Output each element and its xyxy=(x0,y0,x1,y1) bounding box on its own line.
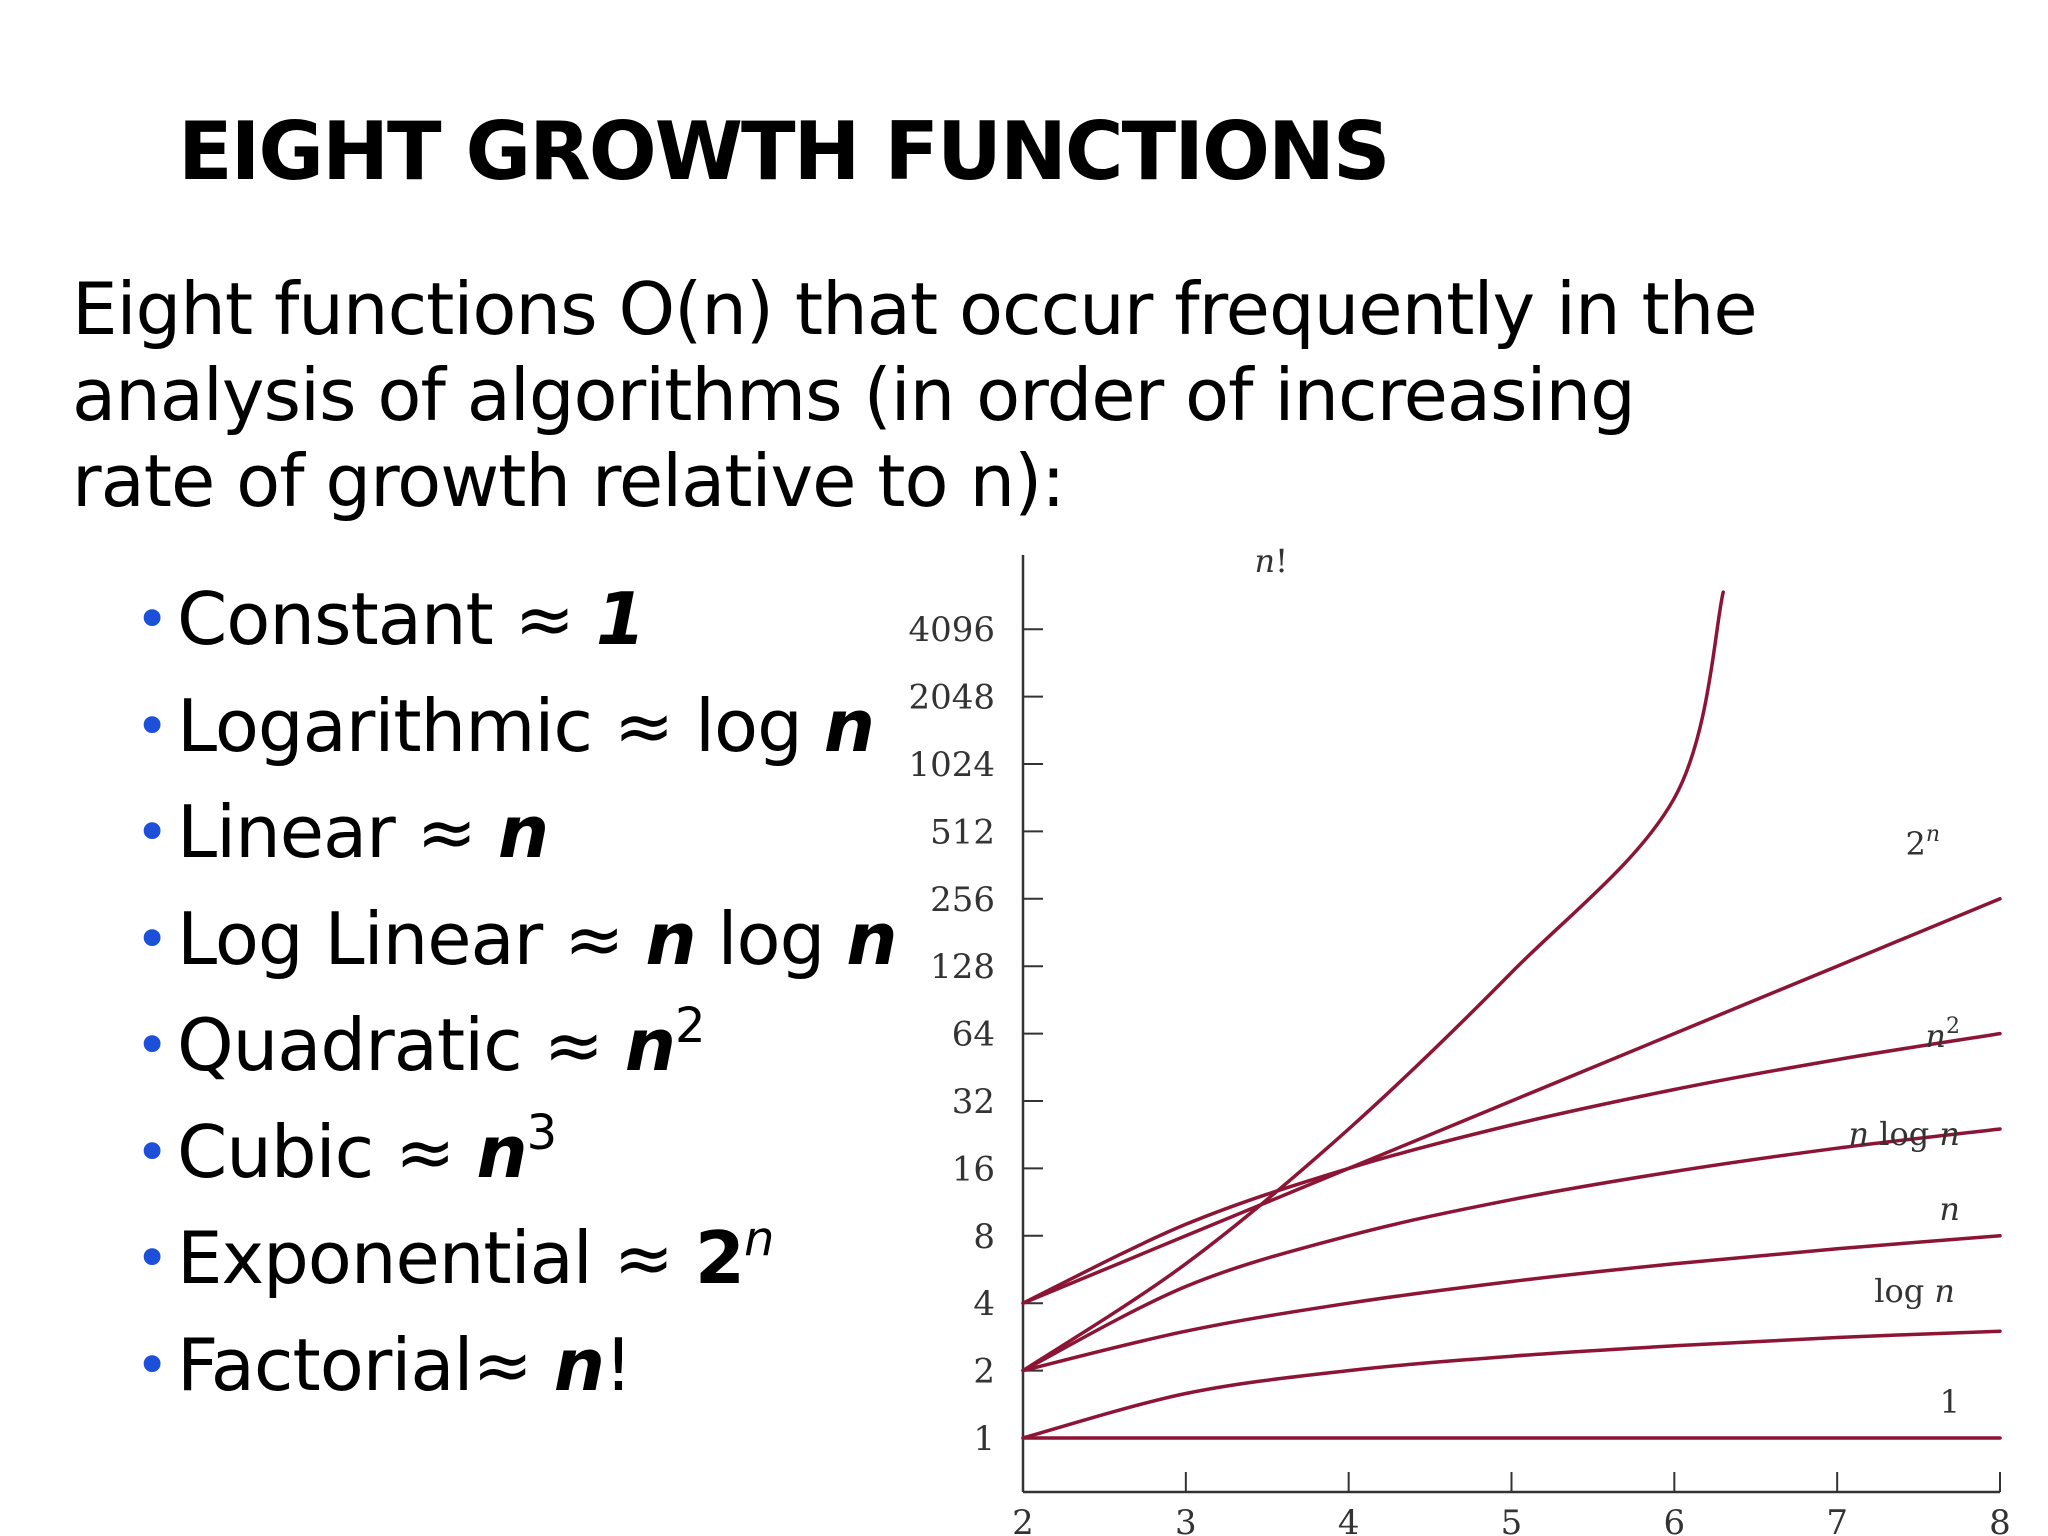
bullet-superscript: 3 xyxy=(526,1104,558,1161)
bullet-label: Quadratic xyxy=(177,1003,523,1088)
intro-paragraph: Eight functions O(n) that occur frequent… xyxy=(72,266,1792,524)
intro-line: analysis of algorithms (in order of incr… xyxy=(72,353,1636,437)
bullet-dot-icon: • xyxy=(135,1224,169,1293)
series-line-5 xyxy=(1021,1031,2002,1305)
bullet-dot-icon: • xyxy=(135,585,169,654)
bullet-dot-icon: • xyxy=(135,1011,169,1080)
x-tick-label: 5 xyxy=(1501,1503,1523,1536)
series-line-3 xyxy=(1021,1234,2002,1373)
bullet-text: Cubic ≈ n3 xyxy=(177,1109,557,1194)
bullet-expression: 1 xyxy=(595,577,646,662)
y-tick-label: 4096 xyxy=(908,610,995,650)
chart-curve-labels: 1 log n n n log n n2 2n n! xyxy=(1255,542,1960,1421)
bullet-text: Exponential ≈ 2n xyxy=(177,1215,774,1301)
y-tick-label: 256 xyxy=(930,880,995,920)
bullet-dot-icon: • xyxy=(135,904,169,973)
approx-symbol: ≈ xyxy=(416,790,477,875)
bullet-expression: 2 xyxy=(694,1216,745,1301)
bullet-text: Linear ≈ n xyxy=(177,790,549,875)
approx-symbol: ≈ xyxy=(564,896,624,981)
bullet-label: Logarithmic xyxy=(177,683,593,768)
bullet-cubic: • Cubic ≈ n3 xyxy=(135,1099,896,1206)
x-tick-label: 8 xyxy=(1989,1503,2011,1536)
chart-series xyxy=(1021,590,2002,1440)
bullet-expression-suffix: ! xyxy=(604,1322,633,1407)
bullet-label: Linear xyxy=(177,790,396,875)
y-tick-label: 1024 xyxy=(908,745,995,785)
curve-label: n2 xyxy=(1925,1014,1960,1055)
curve-label: n xyxy=(1939,1190,1960,1228)
bullet-expression: n xyxy=(497,790,549,875)
approx-symbol: ≈ xyxy=(543,1003,604,1088)
bullet-label: Constant xyxy=(177,577,494,662)
curve-label: 2n xyxy=(1905,822,1940,863)
series-line-7 xyxy=(1021,590,1725,1373)
series-line-2 xyxy=(1021,1329,2002,1440)
bullet-expression: n xyxy=(823,683,875,768)
y-tick-label: 1 xyxy=(973,1419,995,1459)
slide-title: EIGHT GROWTH FUNCTIONS xyxy=(178,105,1391,198)
y-tick-label: 64 xyxy=(952,1015,995,1055)
bullet-expression: n xyxy=(645,896,696,981)
x-tick-label: 4 xyxy=(1338,1503,1360,1536)
chart-axes: 1 2 4 8 16 32 64 128 256 512 1024 2048 4096 2 3 4 5 6 7 8 xyxy=(908,555,2011,1536)
bullet-label: Exponential xyxy=(177,1216,593,1301)
bullet-constant: • Constant ≈ 1 xyxy=(135,566,896,673)
series-line-6 xyxy=(1021,897,2002,1305)
bullet-expression: n xyxy=(624,1003,676,1088)
approx-symbol: ≈ xyxy=(395,1109,455,1194)
y-tick-label: 8 xyxy=(973,1217,995,1257)
approx-symbol: ≈ xyxy=(514,577,575,662)
bullet-expression: n xyxy=(553,1322,605,1407)
bullet-linear: • Linear ≈ n xyxy=(135,779,896,886)
bullet-text: Quadratic ≈ n2 xyxy=(177,1002,706,1088)
curve-label: log n xyxy=(1874,1272,1955,1310)
y-tick-label: 512 xyxy=(930,812,995,852)
bullet-factorial: • Factorial≈ n! xyxy=(135,1312,896,1419)
y-tick-label: 4 xyxy=(973,1284,995,1324)
bullet-label: Log Linear xyxy=(177,896,543,981)
y-tick-label: 2048 xyxy=(908,678,995,718)
bullet-text: Logarithmic ≈ log n xyxy=(177,683,875,768)
bullet-expression: n xyxy=(476,1109,527,1194)
x-tick-label: 7 xyxy=(1826,1503,1848,1536)
bullet-expression-2: n xyxy=(846,896,897,981)
x-tick-label: 3 xyxy=(1175,1503,1197,1536)
bullet-label: Cubic xyxy=(177,1109,374,1194)
bullet-log-linear: • Log Linear ≈ n log n xyxy=(135,886,897,993)
bullet-superscript: 2 xyxy=(675,998,706,1055)
intro-line: rate of growth relative to n): xyxy=(72,439,1065,523)
intro-line: Eight functions O(n) that occur frequent… xyxy=(72,267,1758,351)
bullet-text: Factorial≈ n! xyxy=(177,1322,633,1407)
approx-symbol: ≈ xyxy=(472,1322,533,1407)
bullet-label: Factorial xyxy=(177,1322,474,1407)
curve-label: n! xyxy=(1255,542,1288,580)
bullet-text: Constant ≈ 1 xyxy=(177,577,646,662)
growth-function-list: • Constant ≈ 1 • Logarithmic ≈ log n • L… xyxy=(135,566,897,1419)
bullet-expression-mid: log xyxy=(717,896,826,981)
bullet-dot-icon: • xyxy=(135,798,169,867)
bullet-dot-icon: • xyxy=(135,1117,169,1186)
y-tick-label: 16 xyxy=(952,1149,995,1189)
y-tick-label: 32 xyxy=(952,1082,995,1122)
curve-label: 1 xyxy=(1940,1383,1960,1421)
series-line-4 xyxy=(1021,1127,2002,1373)
growth-functions-chart: 1 2 4 8 16 32 64 128 256 512 1024 2048 4096 2 3 4 5 6 7 8 1… xyxy=(908,542,2011,1536)
bullet-superscript: n xyxy=(744,1211,774,1268)
y-tick-label: 128 xyxy=(930,947,995,987)
bullet-dot-icon: • xyxy=(135,1330,169,1399)
y-tick-label: 2 xyxy=(973,1352,995,1392)
curve-label: n log n xyxy=(1848,1115,1960,1153)
x-tick-label: 6 xyxy=(1664,1503,1686,1536)
bullet-text: Log Linear ≈ n log n xyxy=(177,896,897,981)
bullet-expression-prefix: log xyxy=(695,683,803,768)
bullet-dot-icon: • xyxy=(135,691,169,760)
bullet-quadratic: • Quadratic ≈ n2 xyxy=(135,992,896,1099)
approx-symbol: ≈ xyxy=(613,683,674,768)
bullet-logarithmic: • Logarithmic ≈ log n xyxy=(135,673,896,780)
approx-symbol: ≈ xyxy=(613,1216,674,1301)
bullet-exponential: • Exponential ≈ 2n xyxy=(135,1205,896,1312)
x-tick-label: 2 xyxy=(1012,1503,1034,1536)
